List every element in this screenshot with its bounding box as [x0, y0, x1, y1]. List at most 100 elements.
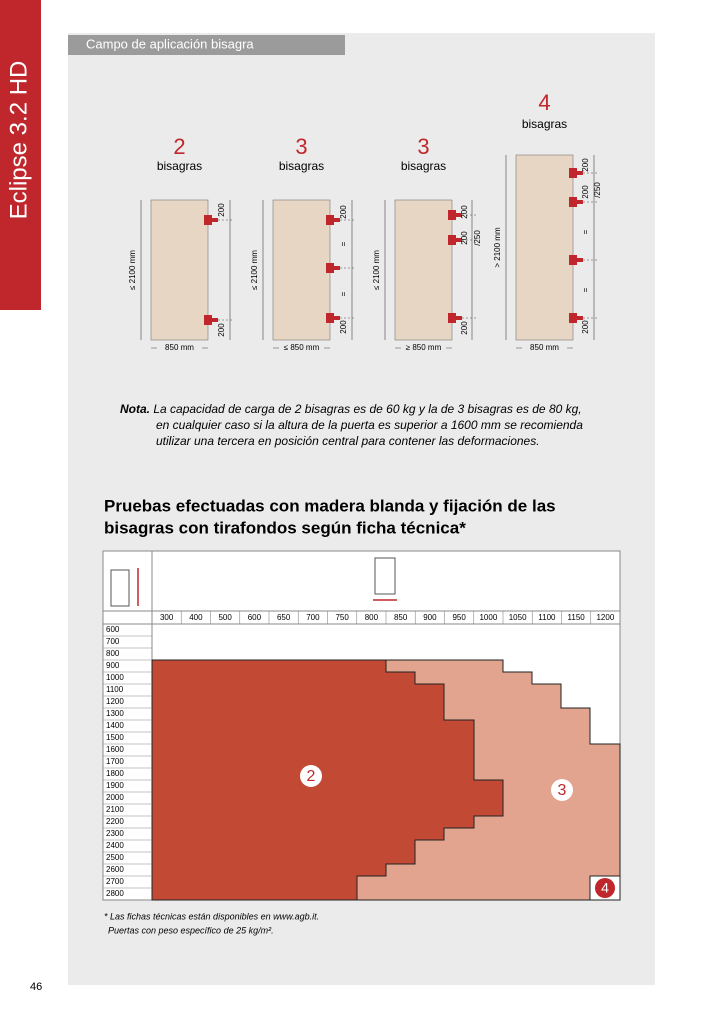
section-title: Campo de aplicación bisagra [86, 36, 254, 51]
column-header: 850 [394, 613, 408, 622]
hinge-pin [577, 258, 583, 262]
region-label: 3 [558, 782, 567, 799]
heading: Pruebas efectuadas con madera blanda y f… [104, 496, 556, 515]
note-text: La capacidad de carga de 2 bisagras es d… [153, 402, 581, 416]
note-text: en cualquier caso si la altura de la pue… [156, 418, 583, 432]
hinge-unit: bisagras [401, 159, 446, 173]
hinge [448, 210, 456, 220]
column-header: 600 [248, 613, 262, 622]
label-bg [401, 343, 446, 353]
dim-label: 200 [217, 203, 226, 217]
label-bg [157, 343, 202, 353]
hinge [326, 263, 334, 273]
row-header: 1200 [106, 697, 124, 706]
door [150, 199, 209, 341]
hinge-pin [577, 316, 583, 320]
dim-label: /250 [593, 182, 602, 198]
label-bg [522, 343, 567, 353]
column-header: 950 [452, 613, 466, 622]
height-label: ≤ 2100 mm [372, 250, 381, 290]
column-header: 1200 [596, 613, 614, 622]
hinge-pin [334, 316, 340, 320]
column-header: 900 [423, 613, 437, 622]
row-header: 1500 [106, 733, 124, 742]
row-header: 900 [106, 661, 120, 670]
hinge-count: 3 [417, 134, 429, 159]
hinge-unit: bisagras [157, 159, 202, 173]
region-badge [300, 765, 322, 787]
hinge [569, 255, 577, 265]
region-badge [595, 878, 615, 898]
row-header: 1100 [106, 685, 124, 694]
region-label: 4 [601, 880, 609, 896]
row-header: 2700 [106, 877, 124, 886]
column-header: 1050 [509, 613, 527, 622]
row-header: 2500 [106, 853, 124, 862]
height-label: ≤ 2100 mm [250, 250, 259, 290]
hinge [448, 235, 456, 245]
row-header: 2100 [106, 805, 124, 814]
hinge-pin [577, 171, 583, 175]
hinge-unit: bisagras [279, 159, 324, 173]
width-label: 850 mm [530, 343, 559, 352]
row-header: 1700 [106, 757, 124, 766]
page-number: 46 [30, 981, 42, 993]
column-header: 1100 [538, 613, 556, 622]
row-header: 2000 [106, 793, 124, 802]
dim-label: 200 [339, 320, 348, 334]
region-badge [551, 779, 573, 801]
hinge-pin [334, 218, 340, 222]
sidebar-title: Eclipse 3.2 HD [5, 61, 32, 220]
hinge [569, 168, 577, 178]
row-header: 1400 [106, 721, 124, 730]
column-header: 650 [277, 613, 291, 622]
column-header: 1000 [479, 613, 497, 622]
row-header: 1800 [106, 769, 124, 778]
column-header: 500 [218, 613, 232, 622]
hinge-pin [456, 238, 462, 242]
column-header: 700 [306, 613, 320, 622]
region-label: 2 [307, 768, 316, 785]
hinge [204, 315, 212, 325]
row-header: 2800 [106, 889, 124, 898]
door [515, 154, 574, 341]
hinge-count: 3 [295, 134, 307, 159]
sidebar-band [0, 0, 41, 310]
column-header: 800 [365, 613, 379, 622]
width-label: ≥ 850 mm [406, 343, 442, 352]
door-icon [110, 569, 130, 607]
row-header: 600 [106, 625, 120, 634]
column-header: 1150 [568, 613, 586, 622]
hinge-pin [456, 213, 462, 217]
row-header: 700 [106, 637, 120, 646]
hinge-count: 2 [173, 134, 185, 159]
hinge [204, 215, 212, 225]
row-header: 2200 [106, 817, 124, 826]
row-header: 2600 [106, 865, 124, 874]
dim-label: = [339, 241, 348, 246]
dim-label: 200 [339, 205, 348, 219]
row-header: 1900 [106, 781, 124, 790]
column-header: 750 [335, 613, 349, 622]
note-label: Nota. [120, 402, 150, 416]
hinge [448, 313, 456, 323]
width-label: 850 mm [165, 343, 194, 352]
heading: bisagras con tirafondos según ficha técn… [104, 518, 466, 537]
hinge [569, 313, 577, 323]
dim-label: 200 [460, 231, 469, 245]
region-2 [151, 659, 504, 901]
door-icon [374, 557, 396, 595]
dim-label: 200 [460, 205, 469, 219]
hinge-count: 4 [538, 90, 550, 115]
dim-label: 200 [581, 185, 590, 199]
note-line: Nota. La capacidad de carga de 2 bisagra… [120, 402, 582, 416]
door [272, 199, 331, 341]
height-label: > 2100 mm [493, 227, 502, 268]
hinge-pin [212, 318, 218, 322]
row-header: 800 [106, 649, 120, 658]
dim-label: = [339, 291, 348, 296]
label-bg [279, 343, 324, 353]
height-label: ≤ 2100 mm [128, 250, 137, 290]
hinge [326, 313, 334, 323]
